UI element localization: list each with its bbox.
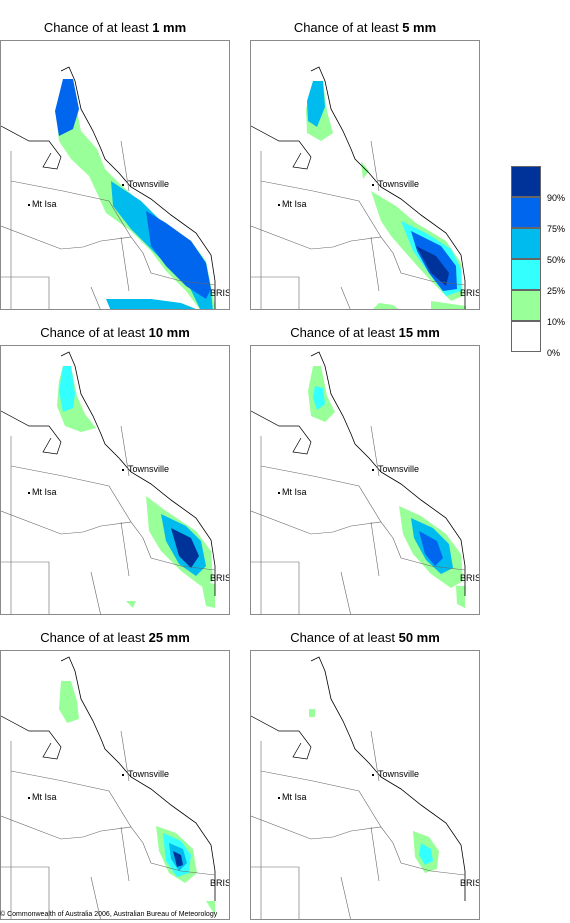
map-canvas [1,656,216,919]
bris-label: BRIS [460,878,480,888]
map-frame: Townsville Mt Isa BRIS [0,650,230,920]
townsville-label: Townsville [128,464,170,474]
townsville-marker [122,774,124,776]
legend-swatch-1 [511,197,541,228]
mt-isa-label: Mt Isa [282,487,307,497]
map-frame: Townsville Mt Isa BRIS [0,40,230,310]
map-frame: Townsville Mt Isa BRIS [250,40,480,310]
map-canvas [1,351,216,614]
bris-label: BRIS [460,288,480,298]
panel-title: Chance of at least 5 mm [293,20,437,35]
mt-isa-marker [278,797,280,799]
legend-label: 90% [547,193,566,203]
map-canvas [251,351,466,614]
townsville-label: Townsville [378,179,420,189]
townsville-marker [372,469,374,471]
legend-swatch-3 [511,259,541,290]
legend-label: 50% [547,255,566,265]
legend-label: 75% [547,224,566,234]
townsville-marker [372,774,374,776]
legend-label: 25% [547,286,566,296]
mt-isa-label: Mt Isa [32,487,57,497]
mt-isa-marker [28,492,30,494]
panel-title: Chance of at least 15 mm [290,325,440,340]
townsville-label: Townsville [378,464,420,474]
legend-swatch-5 [511,321,541,352]
townsville-marker [122,469,124,471]
mt-isa-marker [278,492,280,494]
mt-isa-marker [28,204,30,206]
townsville-marker [372,184,374,186]
bris-label: BRIS [210,288,230,298]
legend-label: 0% [547,348,561,358]
townsville-label: Townsville [128,179,170,189]
bris-label: BRIS [210,878,230,888]
map-canvas [251,656,466,919]
legend-swatch-0 [511,166,541,197]
panel-title: Chance of at least 50 mm [290,630,440,645]
mt-isa-label: Mt Isa [32,792,57,802]
townsville-marker [122,184,124,186]
map-canvas [251,66,466,309]
mt-isa-label: Mt Isa [282,792,307,802]
legend-swatch-4 [511,290,541,321]
legend-swatch-2 [511,228,541,259]
copyright-notice: © Commonwealth of Australia 2006, Austra… [0,911,218,918]
map-frame: Townsville Mt Isa BRIS [0,345,230,615]
panel-title: Chance of at least 25 mm [40,630,190,645]
bris-label: BRIS [210,573,230,583]
mt-isa-label: Mt Isa [282,199,307,209]
mt-isa-marker [28,797,30,799]
map-frame: Townsville Mt Isa BRIS [250,345,480,615]
map-frame: Townsville Mt Isa BRIS [250,650,480,920]
mt-isa-marker [278,204,280,206]
legend-label: 10% [547,317,566,327]
townsville-label: Townsville [378,769,420,779]
panel-title: Chance of at least 1 mm [43,20,187,35]
bris-label: BRIS [460,573,480,583]
panel-title: Chance of at least 10 mm [40,325,190,340]
map-canvas [1,66,216,309]
townsville-label: Townsville [128,769,170,779]
mt-isa-label: Mt Isa [32,199,57,209]
